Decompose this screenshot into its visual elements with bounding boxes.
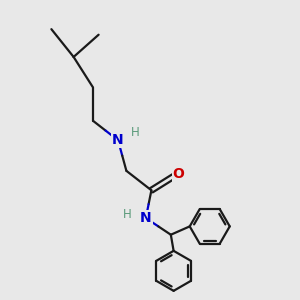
Text: N: N xyxy=(140,211,152,225)
Text: H: H xyxy=(131,126,140,139)
Text: N: N xyxy=(112,133,124,147)
Text: O: O xyxy=(173,167,184,181)
Text: H: H xyxy=(123,208,131,221)
